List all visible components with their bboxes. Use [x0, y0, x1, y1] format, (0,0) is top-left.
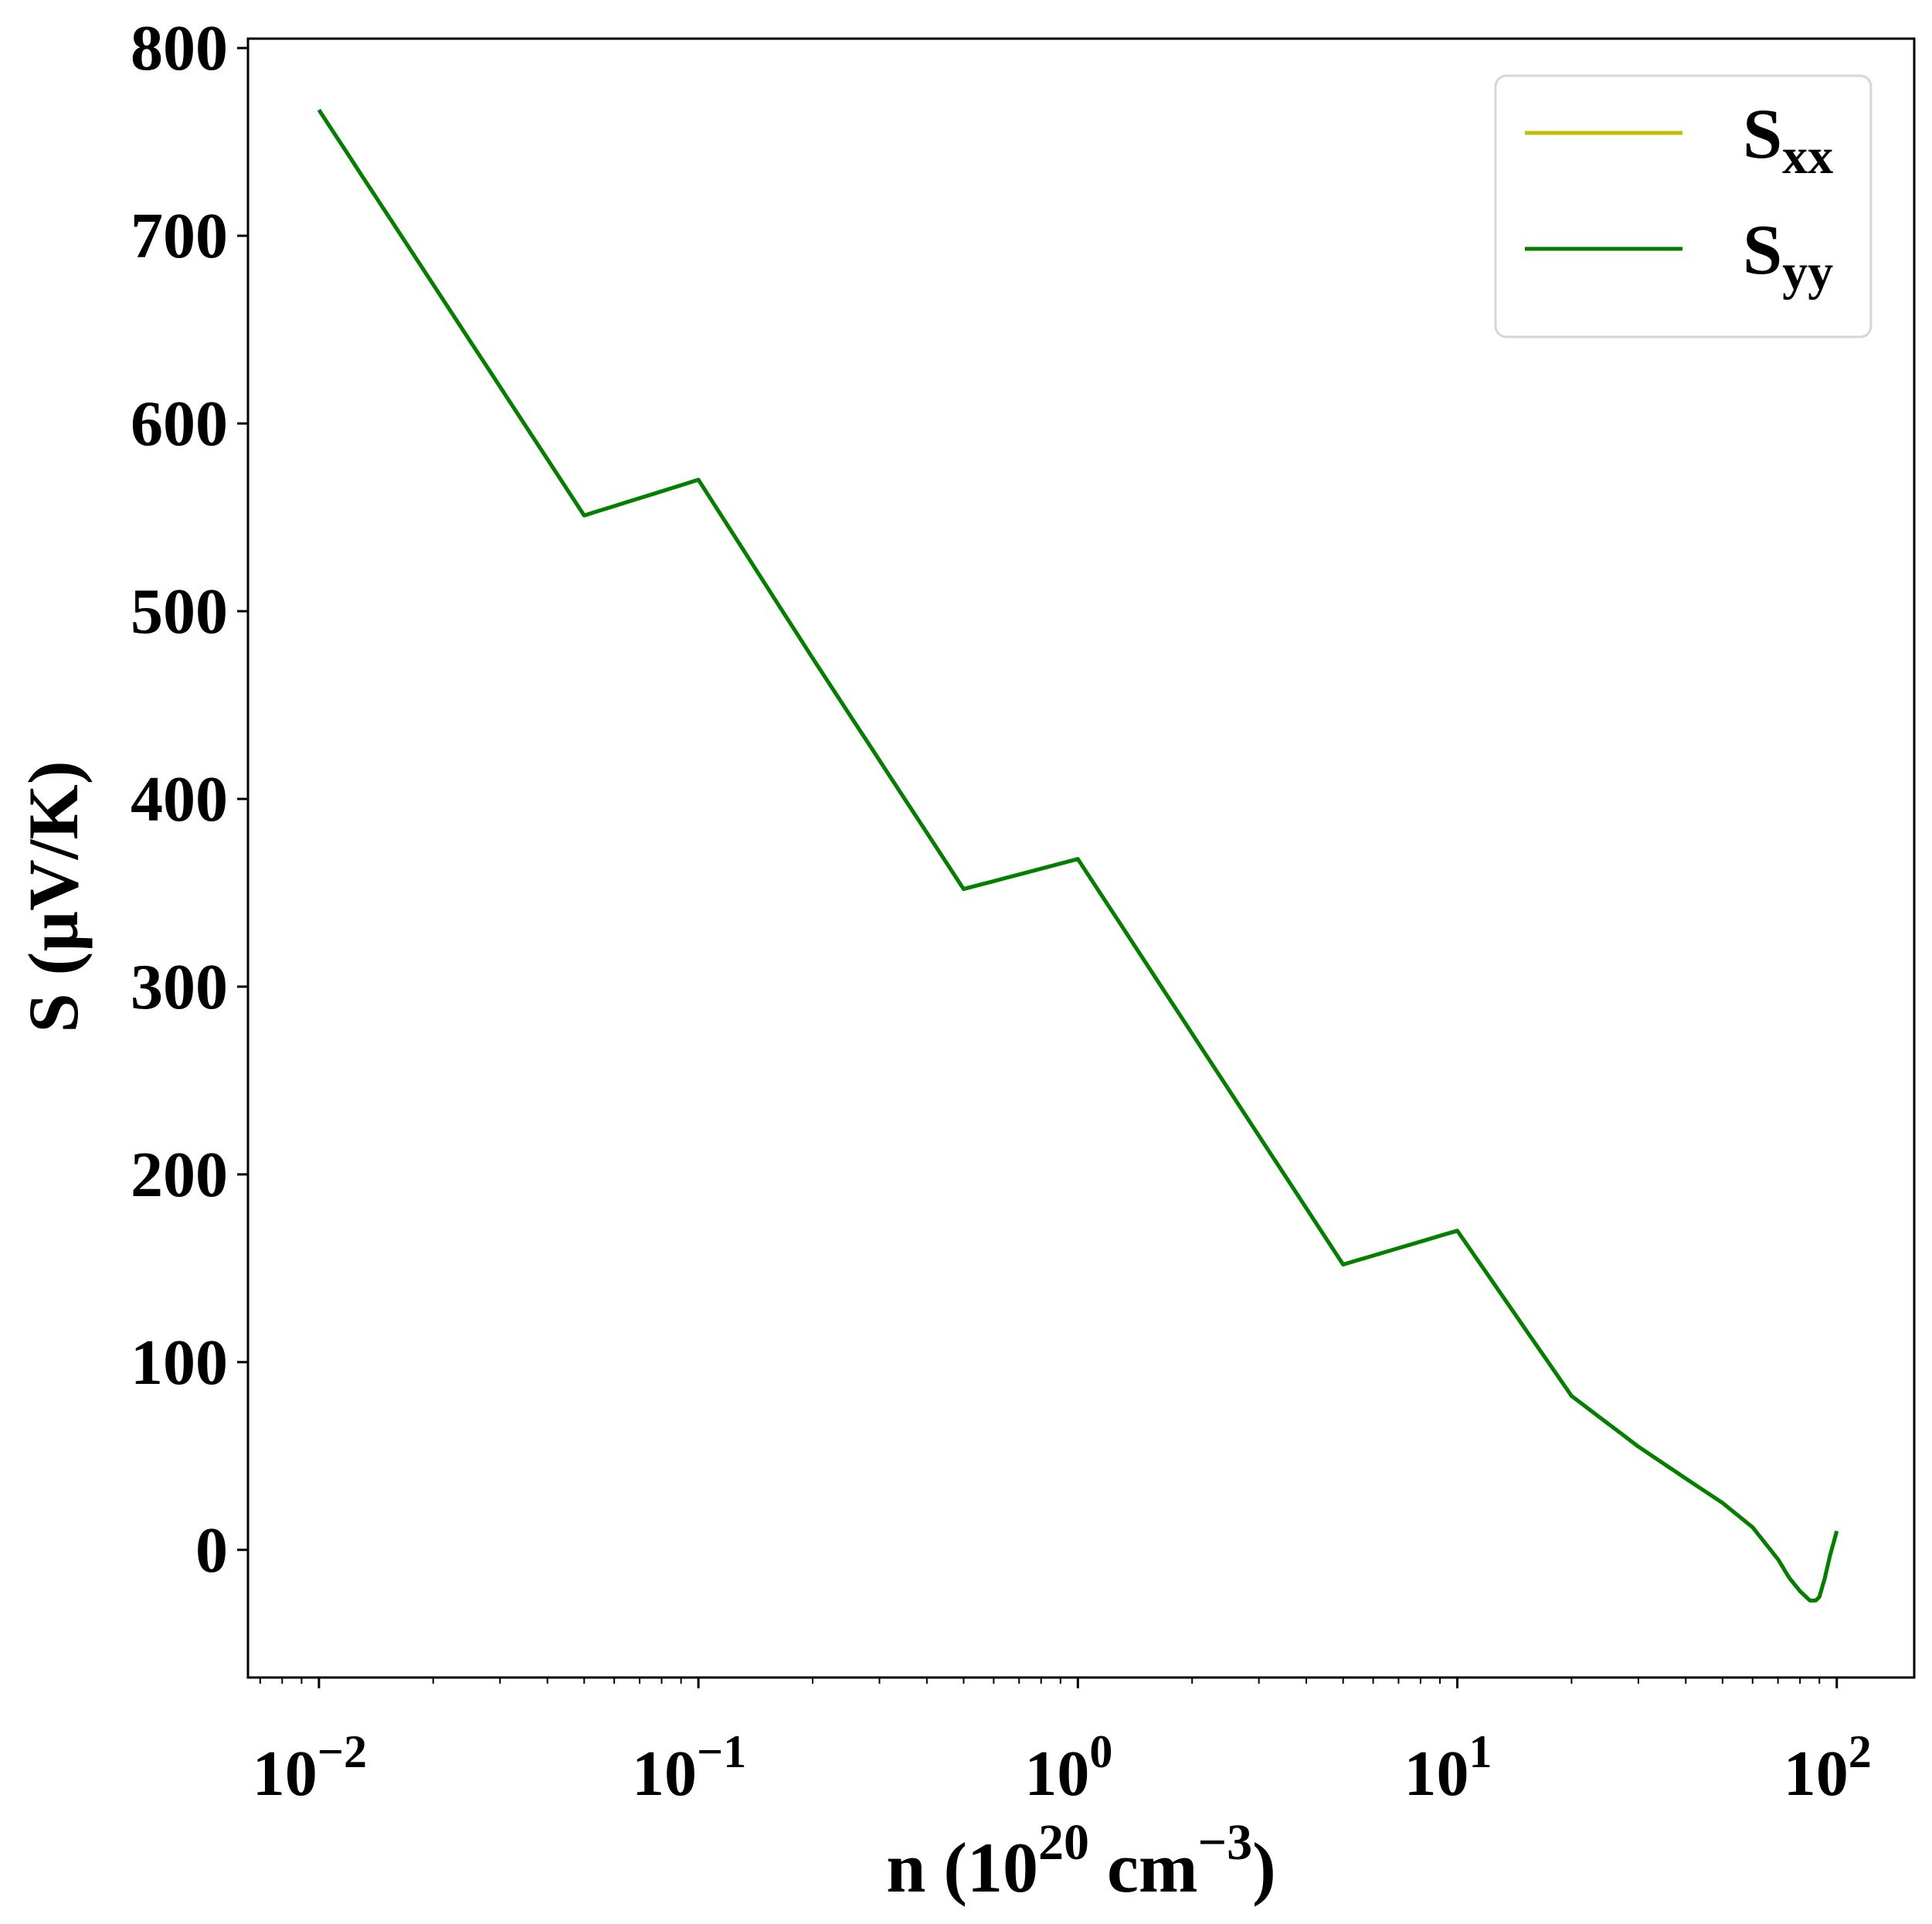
y-tick-label: 700 — [131, 200, 228, 272]
x-tick-label: 100 — [1024, 1726, 1112, 1810]
legend-label-xx: Sxx — [1743, 94, 1833, 185]
y-tick-label: 800 — [131, 12, 228, 84]
x-tick-label: 102 — [1784, 1726, 1872, 1810]
y-axis-label: S (µV/K) — [14, 760, 93, 1032]
axes: 0 100 200 300 400 500 600 700 800 10−2 10−1 100 101 1… — [14, 12, 1916, 1907]
y-tick-label: 500 — [131, 576, 228, 648]
x-tick-label: 101 — [1404, 1726, 1492, 1810]
x-tick-label: 10−2 — [253, 1726, 367, 1810]
y-tick-label: 100 — [131, 1327, 228, 1399]
x-axis-label: n (1020 cm−3) — [886, 1814, 1276, 1907]
plot-frame — [246, 37, 1916, 1679]
series-line-yy — [317, 108, 1839, 1603]
legend-box — [1494, 74, 1873, 338]
x-tick-label: 10−1 — [632, 1726, 746, 1810]
y-tick-label: 600 — [131, 388, 228, 460]
y-tick-label: 0 — [195, 1514, 228, 1586]
y-tick-label: 200 — [131, 1139, 228, 1211]
y-tick-label: 300 — [131, 951, 228, 1023]
plot-area — [317, 108, 1839, 1603]
legend-label-yy: Syy — [1743, 210, 1833, 301]
legend: Sxx Syy — [1494, 74, 1873, 338]
y-tick-label: 400 — [131, 763, 228, 835]
